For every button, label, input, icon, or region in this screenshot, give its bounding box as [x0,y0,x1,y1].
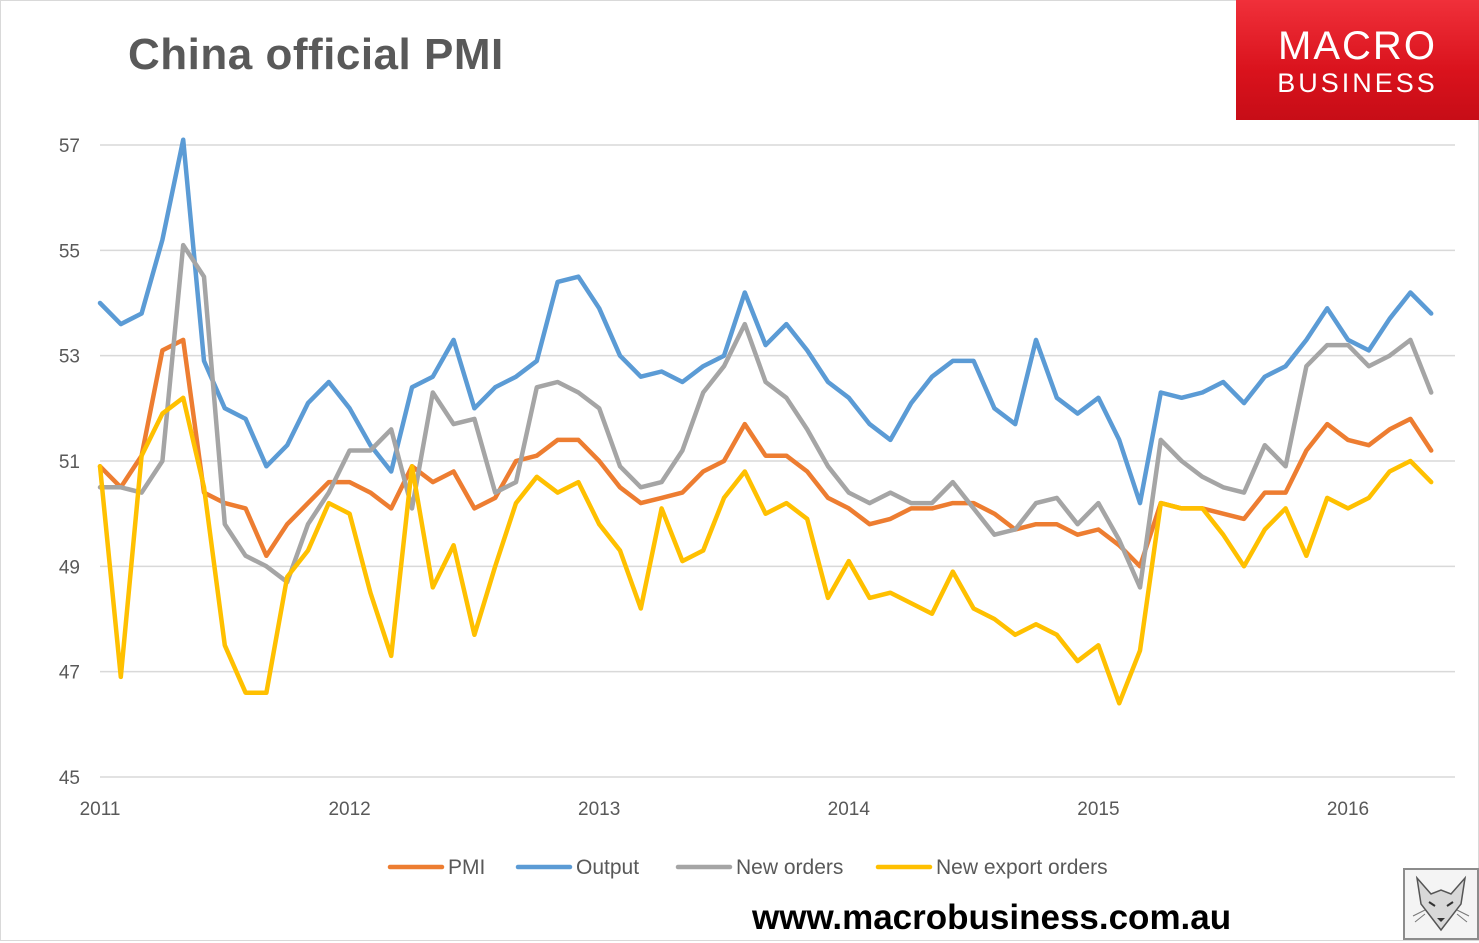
legend: PMI Output New orders New export orders [387,856,1108,879]
y-tick-label: 53 [59,347,80,368]
logo-line-2: BUSINESS [1277,68,1438,98]
legend-label: New export orders [936,856,1108,879]
macrobusiness-logo: MACRO BUSINESS [1236,0,1479,120]
x-tick-label: 2011 [80,799,121,820]
x-tick-label: 2015 [1077,799,1119,820]
logo-line-1: MACRO [1278,24,1437,68]
chart-title: China official PMI [128,30,504,79]
series-line-pmi [97,337,1434,569]
legend-label: Output [576,856,639,879]
x-axis-ticks: 2011 2012 2013 2014 2015 2016 [80,799,1370,820]
y-tick-label: 45 [59,768,80,789]
legend-label: New orders [736,856,843,879]
y-tick-label: 57 [59,136,80,157]
series-line-new-export-orders [97,395,1434,706]
y-axis-ticks: 45 47 49 51 53 55 57 [59,136,80,789]
x-tick-label: 2013 [578,799,620,820]
y-tick-label: 47 [59,663,80,684]
x-tick-label: 2016 [1327,799,1369,820]
y-tick-label: 49 [59,557,80,578]
gridlines [100,144,1455,778]
y-tick-label: 55 [59,241,80,262]
website-url: www.macrobusiness.com.au [752,898,1232,937]
series-lines [97,137,1434,706]
x-tick-label: 2012 [328,799,370,820]
x-tick-label: 2014 [828,799,871,820]
legend-label: PMI [448,856,485,879]
y-tick-label: 51 [59,452,80,473]
series-line-output [97,137,1434,506]
fox-mascot-icon [1403,868,1479,940]
series-line-new-orders [97,242,1434,590]
